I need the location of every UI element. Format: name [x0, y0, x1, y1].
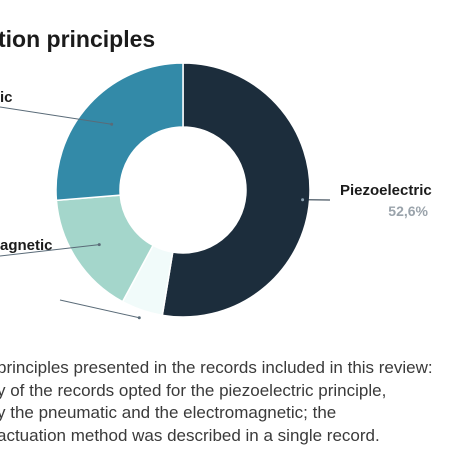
slice-label-ic: ic — [0, 89, 13, 106]
figure-caption: principles presented in the records incl… — [0, 357, 474, 447]
leader-dot-unlabeled — [137, 316, 141, 320]
slice-label-agnetic: agnetic — [0, 237, 53, 254]
slice-value-piezoelectric: 52,6% — [388, 203, 428, 219]
slice-piezoelectric — [161, 62, 311, 318]
chart-title: tion principles — [0, 26, 156, 52]
leader-dot-agnetic — [97, 243, 101, 247]
caption-line: y of the records opted for the piezoelec… — [0, 380, 387, 400]
slice-label-piezoelectric: Piezoelectric — [340, 182, 432, 199]
leader-dot-ic — [110, 122, 114, 126]
leader-line-agnetic — [0, 244, 100, 257]
caption-line: principles presented in the records incl… — [0, 358, 433, 377]
leader-dot-piezoelectric — [301, 198, 305, 202]
slice-ic — [55, 62, 184, 202]
caption-line: y the pneumatic and the electromagnetic;… — [0, 403, 337, 422]
leader-line-ic — [0, 106, 112, 125]
caption-line: actuation method was described in a sing… — [0, 425, 380, 445]
leader-line-unlabeled — [59, 299, 140, 319]
